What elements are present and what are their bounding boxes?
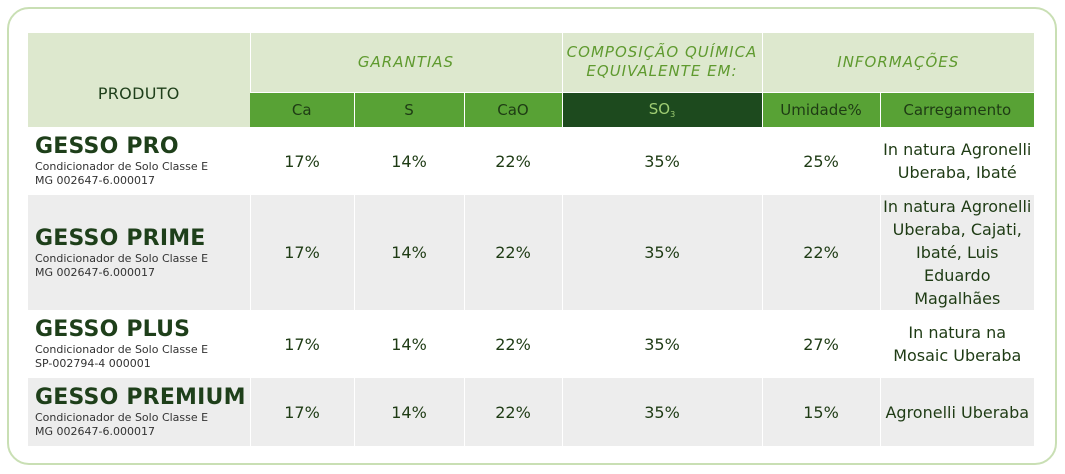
so3-value: 35% xyxy=(561,310,762,378)
table-row: GESSO PRIME Condicionador de Solo Classe… xyxy=(28,195,1035,310)
carregamento-value: In natura Agronelli Uberaba, Cajati, Iba… xyxy=(879,195,1035,310)
carregamento-line: In natura Agronelli xyxy=(883,140,1032,159)
column-so3: SO3 xyxy=(561,91,762,127)
product-class: Condicionador de Solo Classe E xyxy=(35,160,209,173)
column-cao: CaO xyxy=(463,91,562,127)
composicao-line-1: COMPOSIÇÃO QUÍMICA xyxy=(566,43,758,62)
product-cell: GESSO PRIME Condicionador de Solo Classe… xyxy=(28,195,250,310)
product-class: Condicionador de Solo Classe E xyxy=(35,251,209,265)
s-value: 14% xyxy=(353,195,464,310)
table-row: GESSO PLUS Condicionador de Solo Classe … xyxy=(28,310,1035,378)
cao-value: 22% xyxy=(463,195,562,310)
product-cell: GESSO PLUS Condicionador de Solo Classe … xyxy=(28,310,250,378)
composicao-header: COMPOSIÇÃO QUÍMICA EQUIVALENTE EM: xyxy=(561,33,762,92)
carregamento-line: Mosaic Uberaba xyxy=(893,346,1022,365)
garantias-header: GARANTIAS xyxy=(249,33,562,92)
table-row: GESSO PREMIUM Condicionador de Solo Clas… xyxy=(28,378,1035,446)
umidade-value: 15% xyxy=(761,378,880,446)
umidade-value: 22% xyxy=(761,195,880,310)
s-value: 14% xyxy=(353,310,464,378)
carregamento-line: Uberaba, Cajati, xyxy=(892,220,1022,239)
header-column-row: Ca S CaO SO3 Umidade% Carregamento xyxy=(28,91,1035,127)
product-name: GESSO PRO xyxy=(35,134,179,159)
carregamento-line: Magalhães xyxy=(914,289,1001,308)
product-cell: GESSO PREMIUM Condicionador de Solo Clas… xyxy=(28,378,250,446)
table-row: GESSO PRO Condicionador de Solo Classe E… xyxy=(28,127,1035,195)
product-cell: GESSO PRO Condicionador de Solo Classe E… xyxy=(28,127,250,195)
column-carregamento: Carregamento xyxy=(879,91,1035,127)
so3-value: 35% xyxy=(561,127,762,195)
cao-value: 22% xyxy=(463,310,562,378)
column-so3-label: SO xyxy=(648,100,671,119)
carregamento-value: In natura Agronelli Uberaba, Ibaté xyxy=(879,127,1035,195)
produto-header: PRODUTO xyxy=(28,33,250,127)
ca-value: 17% xyxy=(249,127,354,195)
umidade-value: 27% xyxy=(761,310,880,378)
carregamento-value: In natura na Mosaic Uberaba xyxy=(879,310,1035,378)
carregamento-line: Ibaté, Luis Eduardo xyxy=(915,243,999,285)
header-group-row: PRODUTO GARANTIAS COMPOSIÇÃO QUÍMICA EQU… xyxy=(28,33,1035,127)
product-name: GESSO PLUS xyxy=(35,317,191,342)
product-registration: MG 002647-6.000017 xyxy=(35,425,155,438)
so3-value: 35% xyxy=(561,378,762,446)
ca-value: 17% xyxy=(249,378,354,446)
column-ca: Ca xyxy=(250,91,354,127)
column-so3-subscript: 3 xyxy=(670,110,676,120)
column-s: S xyxy=(353,91,464,127)
so3-value: 35% xyxy=(561,195,762,310)
cao-value: 22% xyxy=(463,127,562,195)
composicao-line-2: EQUIVALENTE EM: xyxy=(586,62,738,81)
carregamento-value: Agronelli Uberaba xyxy=(879,378,1035,446)
product-registration: MG 002647-6.000017 xyxy=(35,265,155,279)
product-class: Condicionador de Solo Classe E xyxy=(35,343,209,356)
product-table: PRODUTO GARANTIAS COMPOSIÇÃO QUÍMICA EQU… xyxy=(28,33,1035,446)
carregamento-line: Agronelli Uberaba xyxy=(885,402,1030,422)
ca-value: 17% xyxy=(249,195,354,310)
column-umidade: Umidade% xyxy=(761,91,880,127)
cao-value: 22% xyxy=(463,378,562,446)
carregamento-line: In natura na xyxy=(908,323,1007,342)
product-registration: SP-002794-4 000001 xyxy=(35,357,151,370)
carregamento-line: In natura Agronelli xyxy=(883,197,1032,216)
product-name: GESSO PRIME xyxy=(35,225,206,251)
ca-value: 17% xyxy=(249,310,354,378)
carregamento-line: Uberaba, Ibaté xyxy=(897,163,1017,182)
s-value: 14% xyxy=(353,378,464,446)
s-value: 14% xyxy=(353,127,464,195)
product-registration: MG 002647-6.000017 xyxy=(35,174,155,187)
product-class: Condicionador de Solo Classe E xyxy=(35,411,209,424)
product-name: GESSO PREMIUM xyxy=(35,385,246,410)
informacoes-header: INFORMAÇÕES xyxy=(761,33,1035,92)
umidade-value: 25% xyxy=(761,127,880,195)
